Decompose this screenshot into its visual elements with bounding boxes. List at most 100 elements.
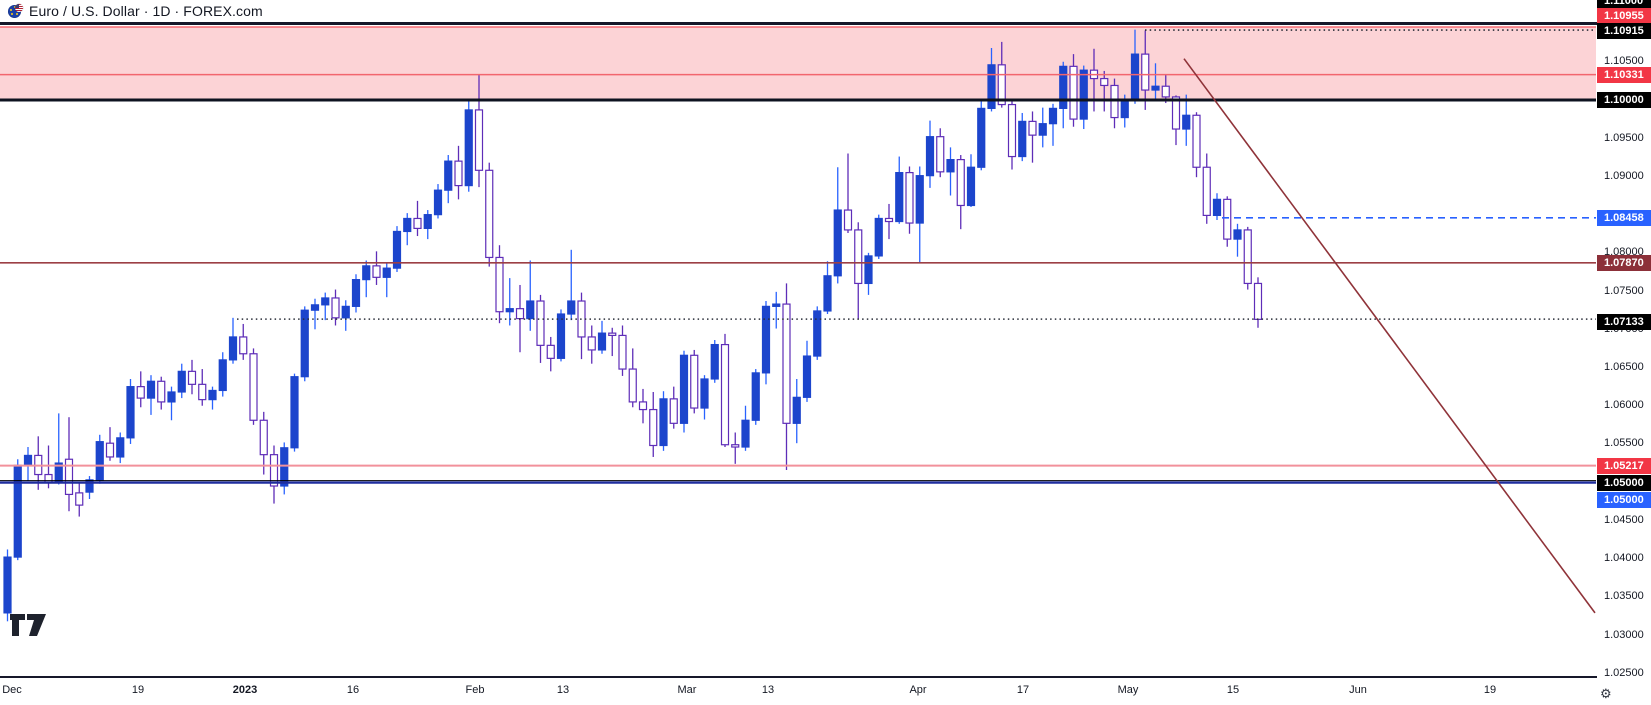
- symbol-title[interactable]: Euro / U.S. Dollar · 1D · FOREX.com: [29, 3, 263, 19]
- candle: [413, 200, 422, 237]
- candle: [628, 348, 637, 408]
- candle: [280, 442, 289, 495]
- candle: [1253, 277, 1263, 328]
- candle: [1233, 223, 1242, 257]
- downtrend-line[interactable]: [1183, 58, 1596, 614]
- candle: [1100, 70, 1109, 112]
- price-tick-label: 1.02500: [1604, 666, 1644, 679]
- time-tick-label: 17: [1016, 684, 1030, 696]
- candle: [23, 447, 33, 481]
- axis-settings-gear-icon[interactable]: ⚙: [1600, 686, 1612, 701]
- candle: [392, 226, 402, 272]
- candle: [403, 213, 412, 246]
- candle: [444, 155, 453, 204]
- candle: [618, 325, 627, 376]
- price-axis[interactable]: 1.105001.095001.090001.080001.075001.070…: [1597, 0, 1651, 705]
- candle: [187, 359, 197, 395]
- candle: [1079, 65, 1088, 130]
- candle: [208, 386, 217, 410]
- price-label-chip: 1.08458: [1597, 210, 1651, 226]
- candle: [13, 459, 22, 561]
- candle: [341, 300, 350, 331]
- price-tick-label: 1.09000: [1604, 169, 1644, 182]
- candle: [485, 162, 494, 267]
- price-tick-label: 1.03500: [1604, 590, 1644, 603]
- price-tick-label: 1.04500: [1604, 513, 1644, 526]
- candle: [977, 99, 986, 171]
- candle: [116, 432, 125, 464]
- time-tick-label: 19: [131, 684, 145, 696]
- candle: [1192, 112, 1201, 178]
- candle: [864, 252, 873, 295]
- price-label-chip: 1.07870: [1597, 255, 1651, 271]
- price-tick-label: 1.04000: [1604, 552, 1644, 565]
- candle: [3, 549, 12, 622]
- candle: [464, 99, 473, 192]
- candle: [382, 262, 391, 298]
- candle: [802, 340, 812, 402]
- candle: [556, 309, 566, 362]
- candle: [936, 128, 945, 178]
- candle: [1018, 112, 1027, 162]
- candle: [85, 476, 94, 499]
- price-label-chip: 1.10955: [1597, 8, 1651, 24]
- candle: [331, 289, 340, 326]
- tradingview-logo-icon[interactable]: [10, 614, 50, 638]
- candle: [638, 388, 648, 424]
- candle: [577, 292, 586, 360]
- candle: [567, 249, 576, 321]
- candle: [874, 214, 883, 259]
- price-label-chip: 1.11000: [1597, 0, 1651, 9]
- candle: [1110, 78, 1119, 129]
- time-tick-label: 13: [556, 684, 570, 696]
- chart-plot[interactable]: [0, 0, 1597, 705]
- candle: [126, 378, 135, 444]
- candle: [1007, 99, 1017, 170]
- time-tick-label: Feb: [465, 684, 485, 696]
- price-label-chip: 1.05217: [1597, 458, 1651, 474]
- price-tick-label: 1.06000: [1604, 399, 1644, 412]
- candle: [64, 417, 74, 512]
- candle: [895, 156, 904, 224]
- candle: [546, 336, 555, 372]
- candle: [1069, 54, 1078, 127]
- price-label-chip: 1.05000: [1597, 492, 1651, 508]
- price-label-chip: 1.10331: [1597, 67, 1651, 83]
- time-tick-label: 15: [1226, 684, 1240, 696]
- time-tick-label: Jun: [1349, 684, 1367, 696]
- candle: [731, 432, 740, 464]
- candle: [669, 386, 678, 429]
- time-tick-label: May: [1117, 684, 1139, 696]
- time-axis-separator: [0, 676, 1651, 678]
- candle: [741, 405, 750, 451]
- candle: [956, 155, 965, 230]
- candle: [300, 306, 309, 382]
- time-axis[interactable]: Dec 19 2023 16 Feb 13 Mar 13 Apr 17 May 15 Jun 19: [0, 678, 1597, 705]
- candle: [833, 167, 842, 284]
- candle: [239, 323, 248, 360]
- price-label-chip: 1.10915: [1597, 23, 1651, 39]
- candle: [351, 274, 361, 313]
- candle: [290, 373, 299, 452]
- candle: [1028, 111, 1037, 163]
- candle: [218, 352, 227, 397]
- candle: [679, 350, 689, 433]
- candle: [474, 74, 484, 188]
- candle: [761, 301, 771, 385]
- candle: [1171, 95, 1181, 146]
- candle: [321, 292, 330, 321]
- candle: [1059, 61, 1068, 129]
- candle: [167, 386, 176, 421]
- candle: [269, 445, 279, 504]
- candle: [1212, 193, 1222, 220]
- candle: [597, 320, 607, 354]
- candle: [966, 154, 976, 207]
- candle: [720, 333, 730, 448]
- candle: [915, 166, 924, 263]
- candle: [495, 245, 504, 324]
- price-label-chip: 1.07133: [1597, 314, 1651, 330]
- candle: [1038, 107, 1047, 148]
- candle: [54, 413, 63, 485]
- resistance-zone[interactable]: [0, 26, 1596, 100]
